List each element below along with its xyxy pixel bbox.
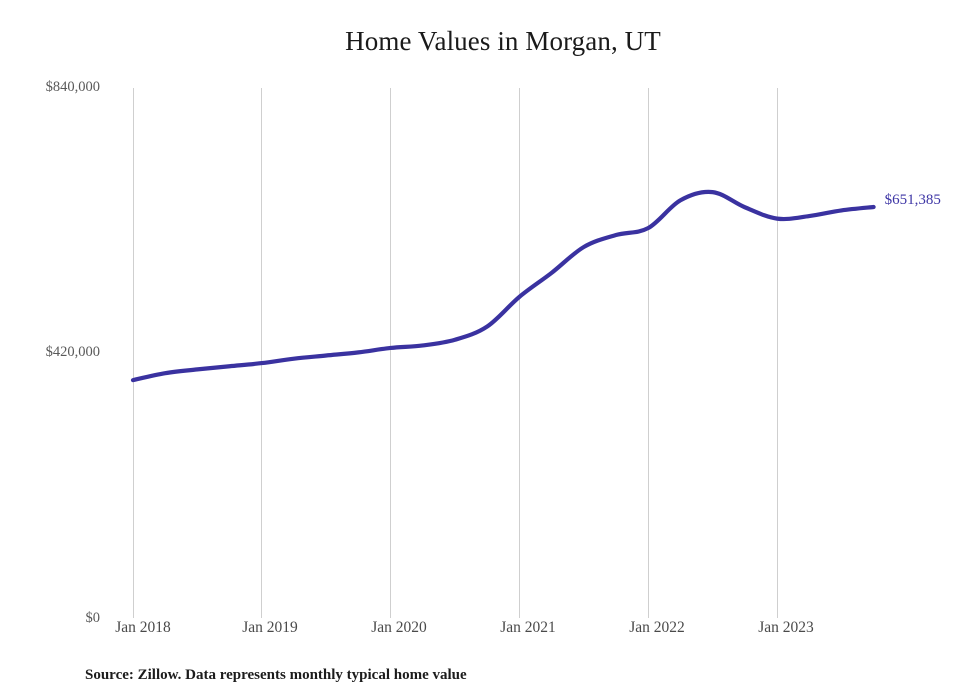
chart-title: Home Values in Morgan, UT — [345, 26, 661, 56]
x-axis-tick-label-jan-2020: Jan 2020 — [371, 619, 427, 636]
y-axis-tick-label-0: $0 — [85, 610, 101, 626]
y-axis-tick-label-420000: $420,000 — [45, 344, 100, 360]
x-axis-tick-label-jan-2023: Jan 2023 — [758, 619, 814, 636]
series-line-typical-home-value — [130, 189, 876, 383]
gridline-jan-2020 — [390, 88, 391, 618]
gridline-jan-2023 — [777, 88, 778, 618]
y-axis-tick-label-840000: $840,000 — [45, 79, 100, 95]
x-axis-tick-label-jan-2022: Jan 2022 — [629, 619, 685, 636]
x-axis-tick-label-jan-2021: Jan 2021 — [500, 619, 556, 636]
x-axis-tick-label-jan-2019: Jan 2019 — [242, 619, 298, 636]
gridline-jan-2022 — [648, 88, 649, 618]
gridline-jan-2021 — [519, 88, 520, 618]
source-note: Source: Zillow. Data represents monthly … — [85, 667, 467, 683]
gridline-jan-2018 — [133, 88, 134, 618]
series-end-value-label: $651,385 — [884, 192, 941, 208]
gridline-jan-2019 — [261, 88, 262, 618]
x-axis-tick-label-jan-2018: Jan 2018 — [115, 619, 171, 636]
